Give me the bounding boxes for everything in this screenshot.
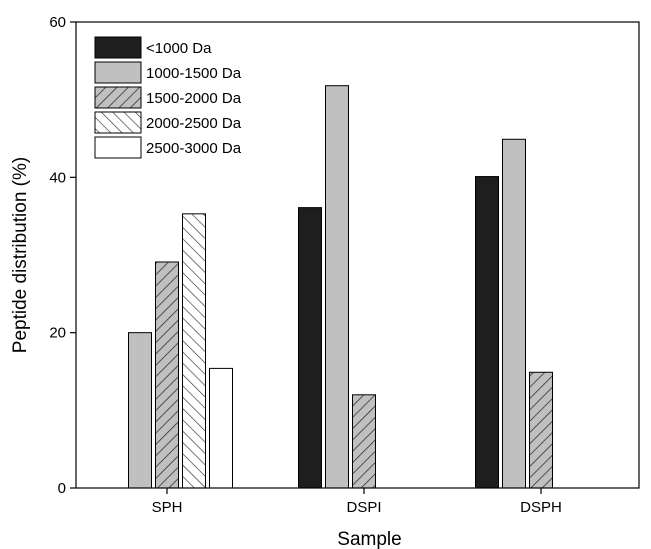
x-tick-label-dsph: DSPH	[520, 499, 562, 516]
y-tick-label: 20	[49, 325, 66, 342]
x-tick-label-sph: SPH	[152, 499, 183, 516]
y-tick-label: 0	[58, 480, 66, 497]
plot-frame	[75, 21, 640, 489]
legend-swatch-2	[94, 86, 142, 109]
bar-dspi-series-1	[325, 85, 349, 489]
bar-dsph-series-1	[502, 138, 526, 489]
bar-dspi-series-2	[352, 394, 376, 489]
legend-label-0: <1000 Da	[146, 40, 212, 57]
y-tick-label: 40	[49, 169, 66, 186]
legend-label-2: 1500-2000 Da	[146, 90, 242, 107]
y-tick-label: 60	[49, 14, 66, 31]
legend-swatch-3	[94, 111, 142, 134]
legend-label-3: 2000-2500 Da	[146, 115, 242, 132]
legend-swatch-4	[94, 136, 142, 159]
legend-label-4: 2500-3000 Da	[146, 140, 242, 157]
legend-swatch-0	[94, 36, 142, 59]
x-axis-title: Sample	[337, 529, 401, 549]
bar-sph-series-1	[128, 332, 152, 489]
bar-sph-series-3	[182, 213, 206, 489]
x-tick-label-dspi: DSPI	[346, 499, 381, 516]
y-axis-title: Peptide distribution (%)	[10, 157, 31, 353]
bar-dsph-series-0	[475, 176, 499, 489]
bar-sph-series-2	[155, 261, 179, 489]
bar-dspi-series-0	[298, 207, 322, 489]
bar-sph-series-4	[209, 367, 233, 489]
legend-label-1: 1000-1500 Da	[146, 65, 242, 82]
bar-dsph-series-2	[529, 371, 553, 489]
legend-swatch-1	[94, 61, 142, 84]
